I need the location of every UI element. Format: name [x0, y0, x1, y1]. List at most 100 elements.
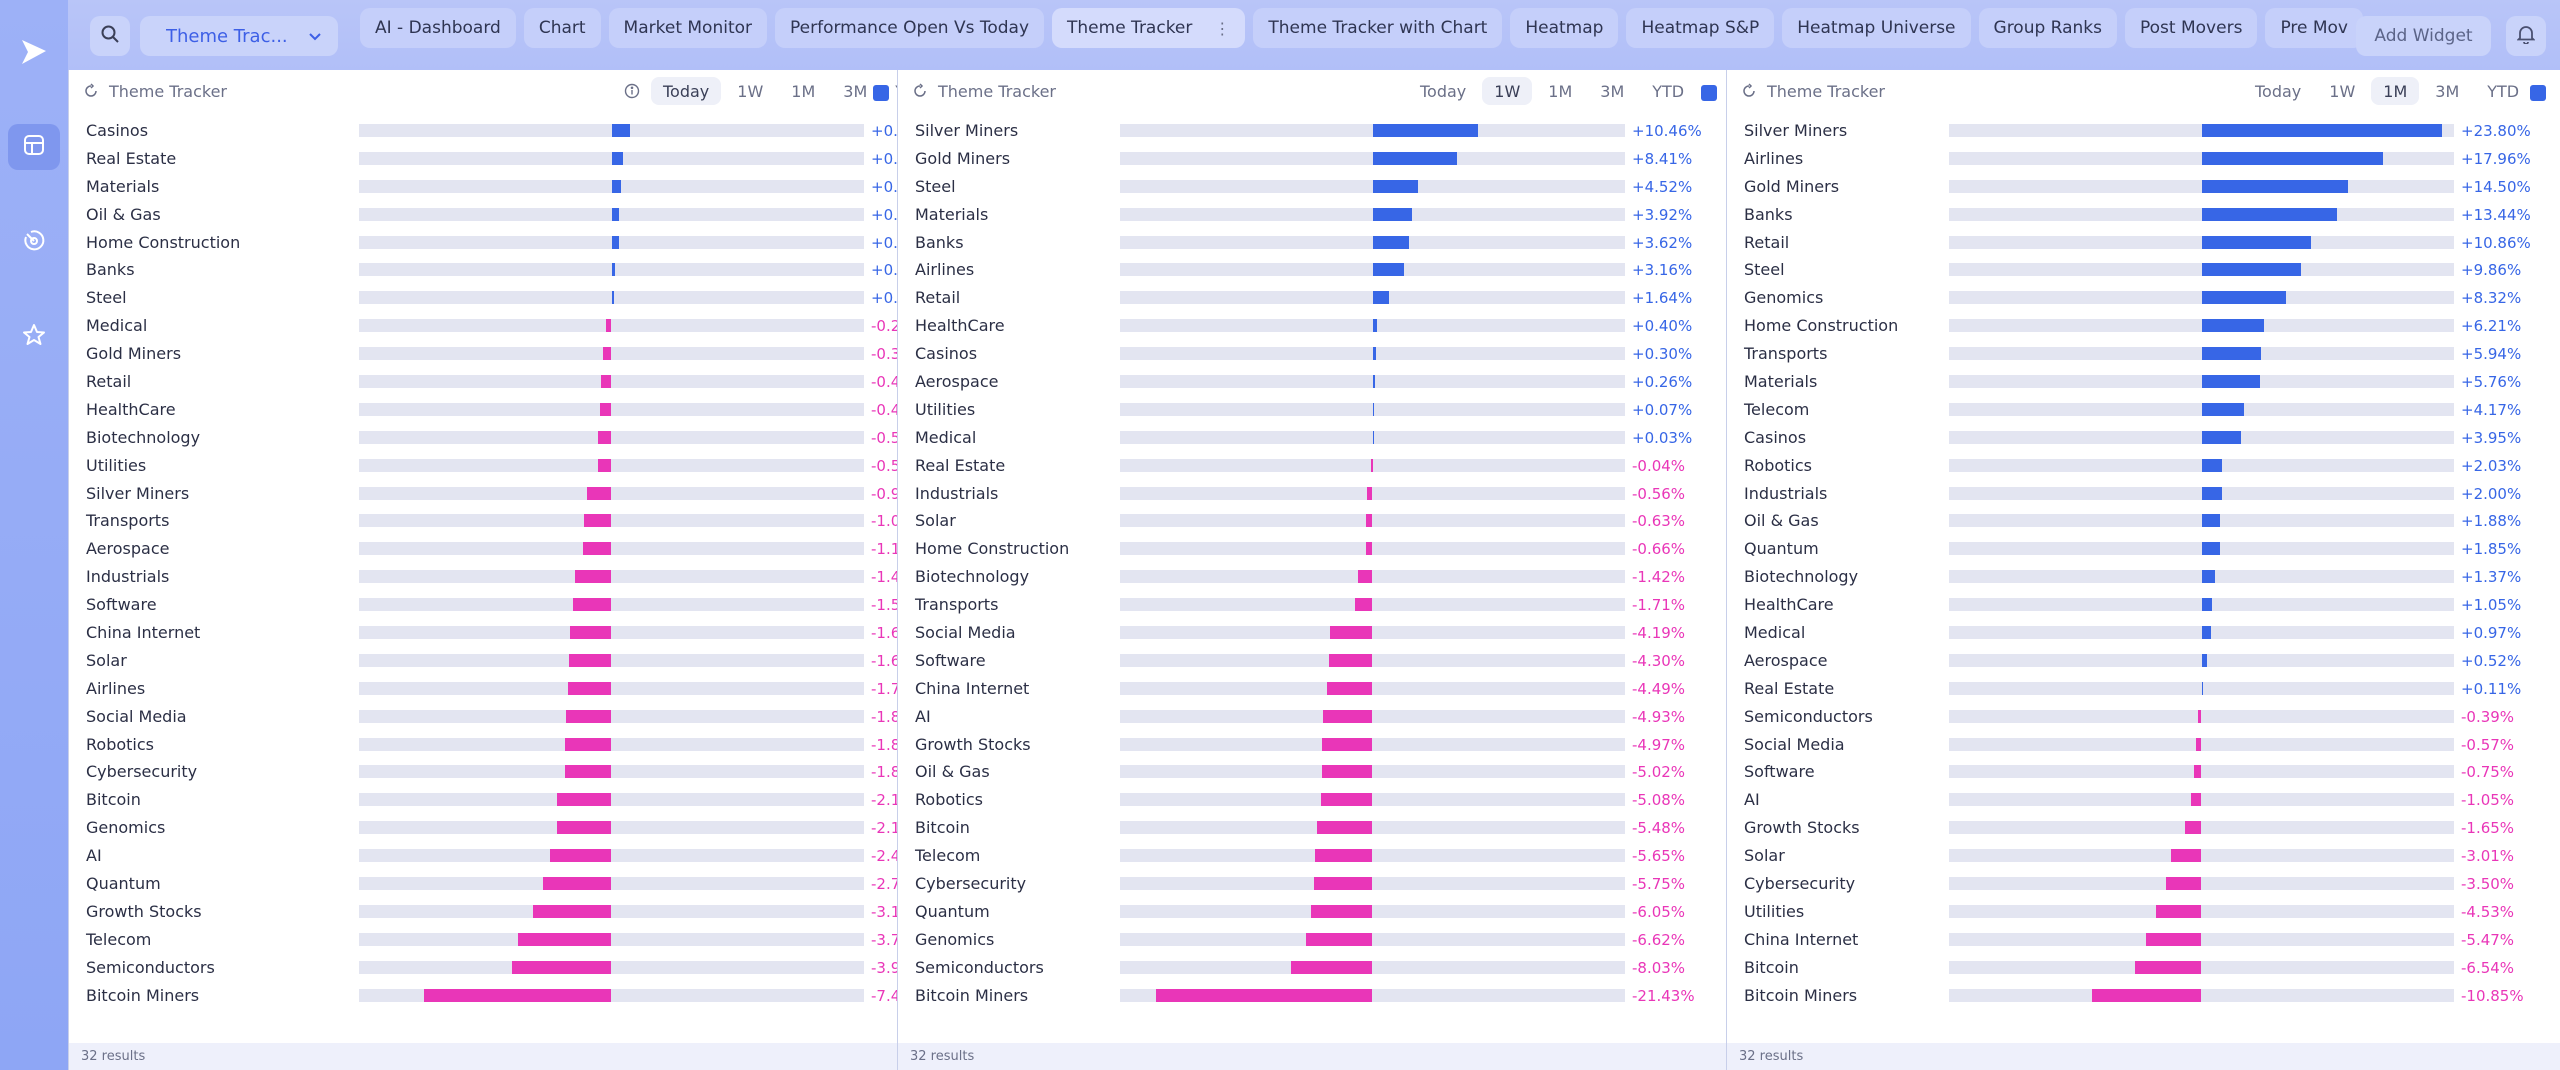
- notifications-button[interactable]: [2506, 16, 2546, 56]
- theme-row[interactable]: Software -1.52%: [69, 591, 924, 619]
- theme-row[interactable]: Semiconductors -0.39%: [1727, 703, 2560, 731]
- theme-row[interactable]: Telecom -5.65%: [898, 842, 1727, 870]
- theme-row[interactable]: Cybersecurity -5.75%: [898, 870, 1727, 898]
- theme-row[interactable]: Utilities +0.07%: [898, 396, 1727, 424]
- range-3m[interactable]: 3M: [1600, 81, 1625, 101]
- theme-row[interactable]: Growth Stocks -3.12%: [69, 898, 924, 926]
- tab-7[interactable]: Heatmap S&P: [1626, 8, 1775, 48]
- theme-row[interactable]: Medical +0.97%: [1727, 619, 2560, 647]
- theme-row[interactable]: Transports +5.94%: [1727, 340, 2560, 368]
- theme-row[interactable]: Cybersecurity -1.86%: [69, 758, 924, 786]
- theme-row[interactable]: Cybersecurity -3.50%: [1727, 870, 2560, 898]
- theme-row[interactable]: Genomics -6.62%: [898, 926, 1727, 954]
- theme-row[interactable]: Retail -0.41%: [69, 368, 924, 396]
- theme-row[interactable]: Bitcoin -2.15%: [69, 786, 924, 814]
- range-1m[interactable]: 1M: [791, 81, 816, 101]
- theme-row[interactable]: Robotics -1.86%: [69, 731, 924, 759]
- theme-row[interactable]: HealthCare -0.44%: [69, 396, 924, 424]
- theme-row[interactable]: Bitcoin Miners -10.85%: [1727, 982, 2560, 1010]
- favorites-nav-button[interactable]: [8, 314, 60, 360]
- info-icon[interactable]: [624, 83, 640, 103]
- theme-row[interactable]: Bitcoin Miners -7.43%: [69, 982, 924, 1010]
- tab-6[interactable]: Heatmap: [1510, 8, 1619, 48]
- theme-row[interactable]: Materials +0.39%: [69, 173, 931, 201]
- theme-row[interactable]: Robotics +2.03%: [1727, 452, 2560, 480]
- theme-row[interactable]: Aerospace -1.12%: [69, 535, 924, 563]
- theme-row[interactable]: Quantum -6.05%: [898, 898, 1727, 926]
- theme-row[interactable]: HealthCare +1.05%: [1727, 591, 2560, 619]
- theme-row[interactable]: Airlines -1.74%: [69, 675, 924, 703]
- theme-row[interactable]: Semiconductors -8.03%: [898, 954, 1727, 982]
- range-today[interactable]: Today: [1420, 81, 1467, 101]
- theme-row[interactable]: AI -4.93%: [898, 703, 1727, 731]
- theme-row[interactable]: Banks +3.62%: [898, 229, 1727, 257]
- range-today[interactable]: Today: [651, 77, 722, 105]
- theme-row[interactable]: Quantum -2.73%: [69, 870, 924, 898]
- theme-row[interactable]: Utilities -4.53%: [1727, 898, 2560, 926]
- theme-row[interactable]: Retail +1.64%: [898, 284, 1727, 312]
- theme-row[interactable]: Robotics -5.08%: [898, 786, 1727, 814]
- tab-5[interactable]: Theme Tracker with Chart: [1253, 8, 1503, 48]
- color-swatch[interactable]: [1701, 85, 1717, 101]
- theme-row[interactable]: Airlines +17.96%: [1727, 145, 2560, 173]
- theme-row[interactable]: Silver Miners +10.46%: [898, 117, 1727, 145]
- theme-row[interactable]: Oil & Gas +0.30%: [69, 201, 931, 229]
- theme-row[interactable]: Silver Miners +23.80%: [1727, 117, 2560, 145]
- theme-row[interactable]: Bitcoin Miners -21.43%: [898, 982, 1727, 1010]
- theme-row[interactable]: Solar -1.68%: [69, 647, 924, 675]
- tab-2[interactable]: Market Monitor: [608, 8, 768, 48]
- dashboard-nav-button[interactable]: [8, 124, 60, 170]
- theme-row[interactable]: Gold Miners +8.41%: [898, 145, 1727, 173]
- widget-select[interactable]: Theme Trac...: [140, 16, 338, 56]
- radar-nav-button[interactable]: [8, 220, 60, 266]
- theme-row[interactable]: China Internet -5.47%: [1727, 926, 2560, 954]
- theme-row[interactable]: Steel +0.09%: [69, 284, 931, 312]
- tab-menu-icon[interactable]: ⋮: [1214, 18, 1231, 38]
- refresh-icon[interactable]: [912, 83, 928, 103]
- theme-row[interactable]: Home Construction +0.29%: [69, 229, 931, 257]
- theme-row[interactable]: Retail +10.86%: [1727, 229, 2560, 257]
- tab-11[interactable]: Pre Mov: [2265, 8, 2363, 48]
- theme-row[interactable]: Software -0.75%: [1727, 758, 2560, 786]
- theme-row[interactable]: Medical +0.03%: [898, 424, 1727, 452]
- theme-row[interactable]: Semiconductors -3.94%: [69, 954, 924, 982]
- theme-row[interactable]: Transports -1.71%: [898, 591, 1727, 619]
- theme-row[interactable]: Silver Miners -0.96%: [69, 480, 924, 508]
- theme-row[interactable]: Utilities -0.54%: [69, 452, 924, 480]
- theme-row[interactable]: Transports -1.08%: [69, 507, 924, 535]
- theme-row[interactable]: Oil & Gas +1.88%: [1727, 507, 2560, 535]
- theme-row[interactable]: Oil & Gas -5.02%: [898, 758, 1727, 786]
- theme-row[interactable]: AI -2.45%: [69, 842, 924, 870]
- range-3m[interactable]: 3M: [843, 81, 868, 101]
- theme-row[interactable]: Materials +5.76%: [1727, 368, 2560, 396]
- theme-row[interactable]: Aerospace +0.52%: [1727, 647, 2560, 675]
- refresh-icon[interactable]: [83, 83, 99, 103]
- range-today[interactable]: Today: [2255, 81, 2302, 101]
- range-1w[interactable]: 1W: [2329, 81, 2356, 101]
- theme-row[interactable]: Steel +9.86%: [1727, 256, 2560, 284]
- theme-row[interactable]: Casinos +0.74%: [69, 117, 931, 145]
- theme-row[interactable]: Social Media -0.57%: [1727, 731, 2560, 759]
- theme-row[interactable]: AI -1.05%: [1727, 786, 2560, 814]
- theme-row[interactable]: Biotechnology -0.52%: [69, 424, 924, 452]
- logo-play-icon[interactable]: [18, 36, 50, 68]
- theme-row[interactable]: Real Estate +0.46%: [69, 145, 931, 173]
- theme-row[interactable]: Real Estate -0.04%: [898, 452, 1727, 480]
- theme-row[interactable]: Banks +13.44%: [1727, 201, 2560, 229]
- theme-row[interactable]: Banks +0.14%: [69, 256, 931, 284]
- theme-row[interactable]: Bitcoin -5.48%: [898, 814, 1727, 842]
- theme-row[interactable]: Real Estate +0.11%: [1727, 675, 2560, 703]
- tab-3[interactable]: Performance Open Vs Today: [775, 8, 1045, 48]
- theme-row[interactable]: Gold Miners -0.34%: [69, 340, 924, 368]
- theme-row[interactable]: Social Media -4.19%: [898, 619, 1727, 647]
- theme-row[interactable]: Medical -0.22%: [69, 312, 924, 340]
- theme-row[interactable]: Airlines +3.16%: [898, 256, 1727, 284]
- theme-row[interactable]: China Internet -4.49%: [898, 675, 1727, 703]
- theme-row[interactable]: Biotechnology +1.37%: [1727, 563, 2560, 591]
- theme-row[interactable]: Growth Stocks -4.97%: [898, 731, 1727, 759]
- range-1w[interactable]: 1W: [737, 81, 764, 101]
- theme-row[interactable]: Aerospace +0.26%: [898, 368, 1727, 396]
- refresh-icon[interactable]: [1741, 83, 1757, 103]
- theme-row[interactable]: Quantum +1.85%: [1727, 535, 2560, 563]
- tab-0[interactable]: AI - Dashboard: [360, 8, 516, 48]
